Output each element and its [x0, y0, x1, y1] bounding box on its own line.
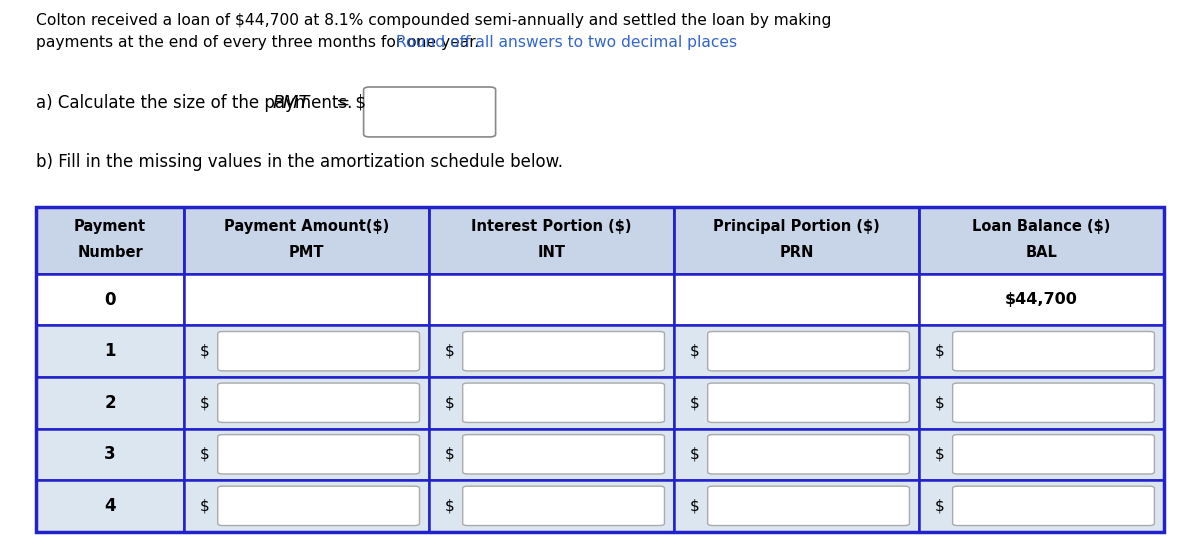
Text: $: $: [935, 447, 944, 462]
Bar: [674, 480, 919, 532]
FancyBboxPatch shape: [708, 383, 910, 423]
Text: INT: INT: [538, 245, 565, 259]
Text: $: $: [935, 498, 944, 513]
Text: $: $: [935, 395, 944, 410]
Text: Payment: Payment: [74, 219, 146, 234]
Bar: [674, 325, 919, 377]
Bar: [36, 207, 1164, 532]
Text: Payment Amount($): Payment Amount($): [224, 219, 389, 234]
FancyBboxPatch shape: [708, 434, 910, 474]
Text: = $: = $: [331, 94, 366, 112]
Text: Principal Portion ($): Principal Portion ($): [713, 219, 880, 234]
Bar: [430, 325, 674, 377]
FancyBboxPatch shape: [708, 331, 910, 371]
Text: Colton received a loan of $44,700 at 8.1% compounded semi-annually and settled t: Colton received a loan of $44,700 at 8.1…: [36, 13, 832, 28]
Text: 0: 0: [104, 291, 116, 309]
Text: $: $: [199, 395, 210, 410]
Bar: [184, 480, 430, 532]
FancyBboxPatch shape: [463, 486, 665, 526]
Text: $: $: [445, 447, 455, 462]
Bar: [674, 274, 919, 325]
FancyBboxPatch shape: [463, 434, 665, 474]
Bar: [919, 429, 1164, 480]
Bar: [430, 377, 674, 429]
Bar: [919, 207, 1164, 274]
FancyBboxPatch shape: [953, 486, 1154, 526]
FancyBboxPatch shape: [953, 383, 1154, 423]
Text: $: $: [445, 395, 455, 410]
Bar: [36, 377, 184, 429]
FancyBboxPatch shape: [463, 383, 665, 423]
Text: $: $: [690, 498, 700, 513]
Text: $: $: [199, 344, 210, 359]
Text: 1: 1: [104, 342, 116, 360]
Bar: [919, 274, 1164, 325]
FancyBboxPatch shape: [217, 486, 420, 526]
Text: 4: 4: [104, 497, 116, 515]
Bar: [36, 480, 184, 532]
Bar: [36, 274, 184, 325]
Bar: [36, 429, 184, 480]
FancyBboxPatch shape: [217, 434, 420, 474]
Text: a) Calculate the size of the payments.: a) Calculate the size of the payments.: [36, 94, 358, 112]
Text: payments at the end of every three months for one year.: payments at the end of every three month…: [36, 35, 484, 50]
FancyBboxPatch shape: [463, 331, 665, 371]
Bar: [430, 480, 674, 532]
Text: $44,700: $44,700: [1006, 292, 1078, 307]
Text: Interest Portion ($): Interest Portion ($): [472, 219, 632, 234]
Bar: [184, 274, 430, 325]
Bar: [674, 207, 919, 274]
FancyBboxPatch shape: [708, 486, 910, 526]
Text: $: $: [199, 447, 210, 462]
Text: b) Fill in the missing values in the amortization schedule below.: b) Fill in the missing values in the amo…: [36, 153, 563, 171]
Bar: [184, 429, 430, 480]
Bar: [36, 207, 184, 274]
Text: $: $: [690, 447, 700, 462]
FancyBboxPatch shape: [364, 87, 496, 137]
Bar: [674, 377, 919, 429]
Text: $: $: [690, 344, 700, 359]
FancyBboxPatch shape: [953, 434, 1154, 474]
Text: $: $: [445, 498, 455, 513]
Text: Number: Number: [77, 245, 143, 259]
Bar: [674, 429, 919, 480]
FancyBboxPatch shape: [953, 331, 1154, 371]
Text: BAL: BAL: [1026, 245, 1057, 259]
Text: PRN: PRN: [779, 245, 814, 259]
Text: PMT: PMT: [289, 245, 324, 259]
Bar: [919, 325, 1164, 377]
Text: Round off all answers to two decimal places: Round off all answers to two decimal pla…: [396, 35, 737, 50]
Text: 3: 3: [104, 445, 116, 463]
Text: Loan Balance ($): Loan Balance ($): [972, 219, 1111, 234]
FancyBboxPatch shape: [217, 383, 420, 423]
Text: $: $: [935, 344, 944, 359]
Bar: [184, 207, 430, 274]
Text: $: $: [690, 395, 700, 410]
Bar: [184, 377, 430, 429]
Bar: [36, 325, 184, 377]
Bar: [430, 207, 674, 274]
Bar: [184, 325, 430, 377]
Bar: [430, 274, 674, 325]
Bar: [919, 377, 1164, 429]
Text: $: $: [199, 498, 210, 513]
Text: $: $: [445, 344, 455, 359]
Bar: [919, 480, 1164, 532]
Bar: [430, 429, 674, 480]
Text: PMT: PMT: [272, 94, 310, 112]
FancyBboxPatch shape: [217, 331, 420, 371]
Text: 2: 2: [104, 394, 116, 412]
